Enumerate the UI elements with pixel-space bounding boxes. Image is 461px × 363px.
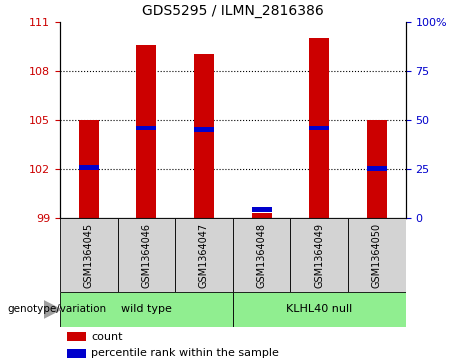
- Text: GSM1364046: GSM1364046: [142, 223, 151, 287]
- Bar: [252, 213, 272, 218]
- Bar: [233, 292, 406, 327]
- Text: GSM1364045: GSM1364045: [84, 223, 94, 287]
- Bar: [194, 127, 214, 132]
- Text: count: count: [91, 332, 123, 342]
- Bar: [290, 218, 348, 292]
- Text: GSM1364047: GSM1364047: [199, 223, 209, 287]
- Text: percentile rank within the sample: percentile rank within the sample: [91, 348, 279, 358]
- Bar: [136, 45, 156, 218]
- Bar: [348, 218, 406, 292]
- Bar: [233, 218, 290, 292]
- Bar: [252, 207, 272, 212]
- Bar: [67, 348, 86, 358]
- Bar: [367, 166, 387, 171]
- Bar: [309, 38, 329, 218]
- Text: genotype/variation: genotype/variation: [7, 304, 106, 314]
- Bar: [194, 54, 214, 218]
- Bar: [136, 126, 156, 130]
- Bar: [175, 218, 233, 292]
- Bar: [79, 120, 99, 218]
- Text: GSM1364048: GSM1364048: [257, 223, 266, 287]
- Bar: [67, 332, 86, 342]
- Text: KLHL40 null: KLHL40 null: [286, 305, 352, 314]
- Text: GSM1364049: GSM1364049: [314, 223, 324, 287]
- Title: GDS5295 / ILMN_2816386: GDS5295 / ILMN_2816386: [142, 4, 324, 18]
- Text: GSM1364050: GSM1364050: [372, 223, 382, 287]
- Bar: [60, 292, 233, 327]
- Bar: [367, 120, 387, 218]
- Bar: [309, 126, 329, 130]
- Bar: [118, 218, 175, 292]
- Bar: [79, 165, 99, 170]
- Text: wild type: wild type: [121, 305, 172, 314]
- Polygon shape: [44, 300, 62, 319]
- Bar: [60, 218, 118, 292]
